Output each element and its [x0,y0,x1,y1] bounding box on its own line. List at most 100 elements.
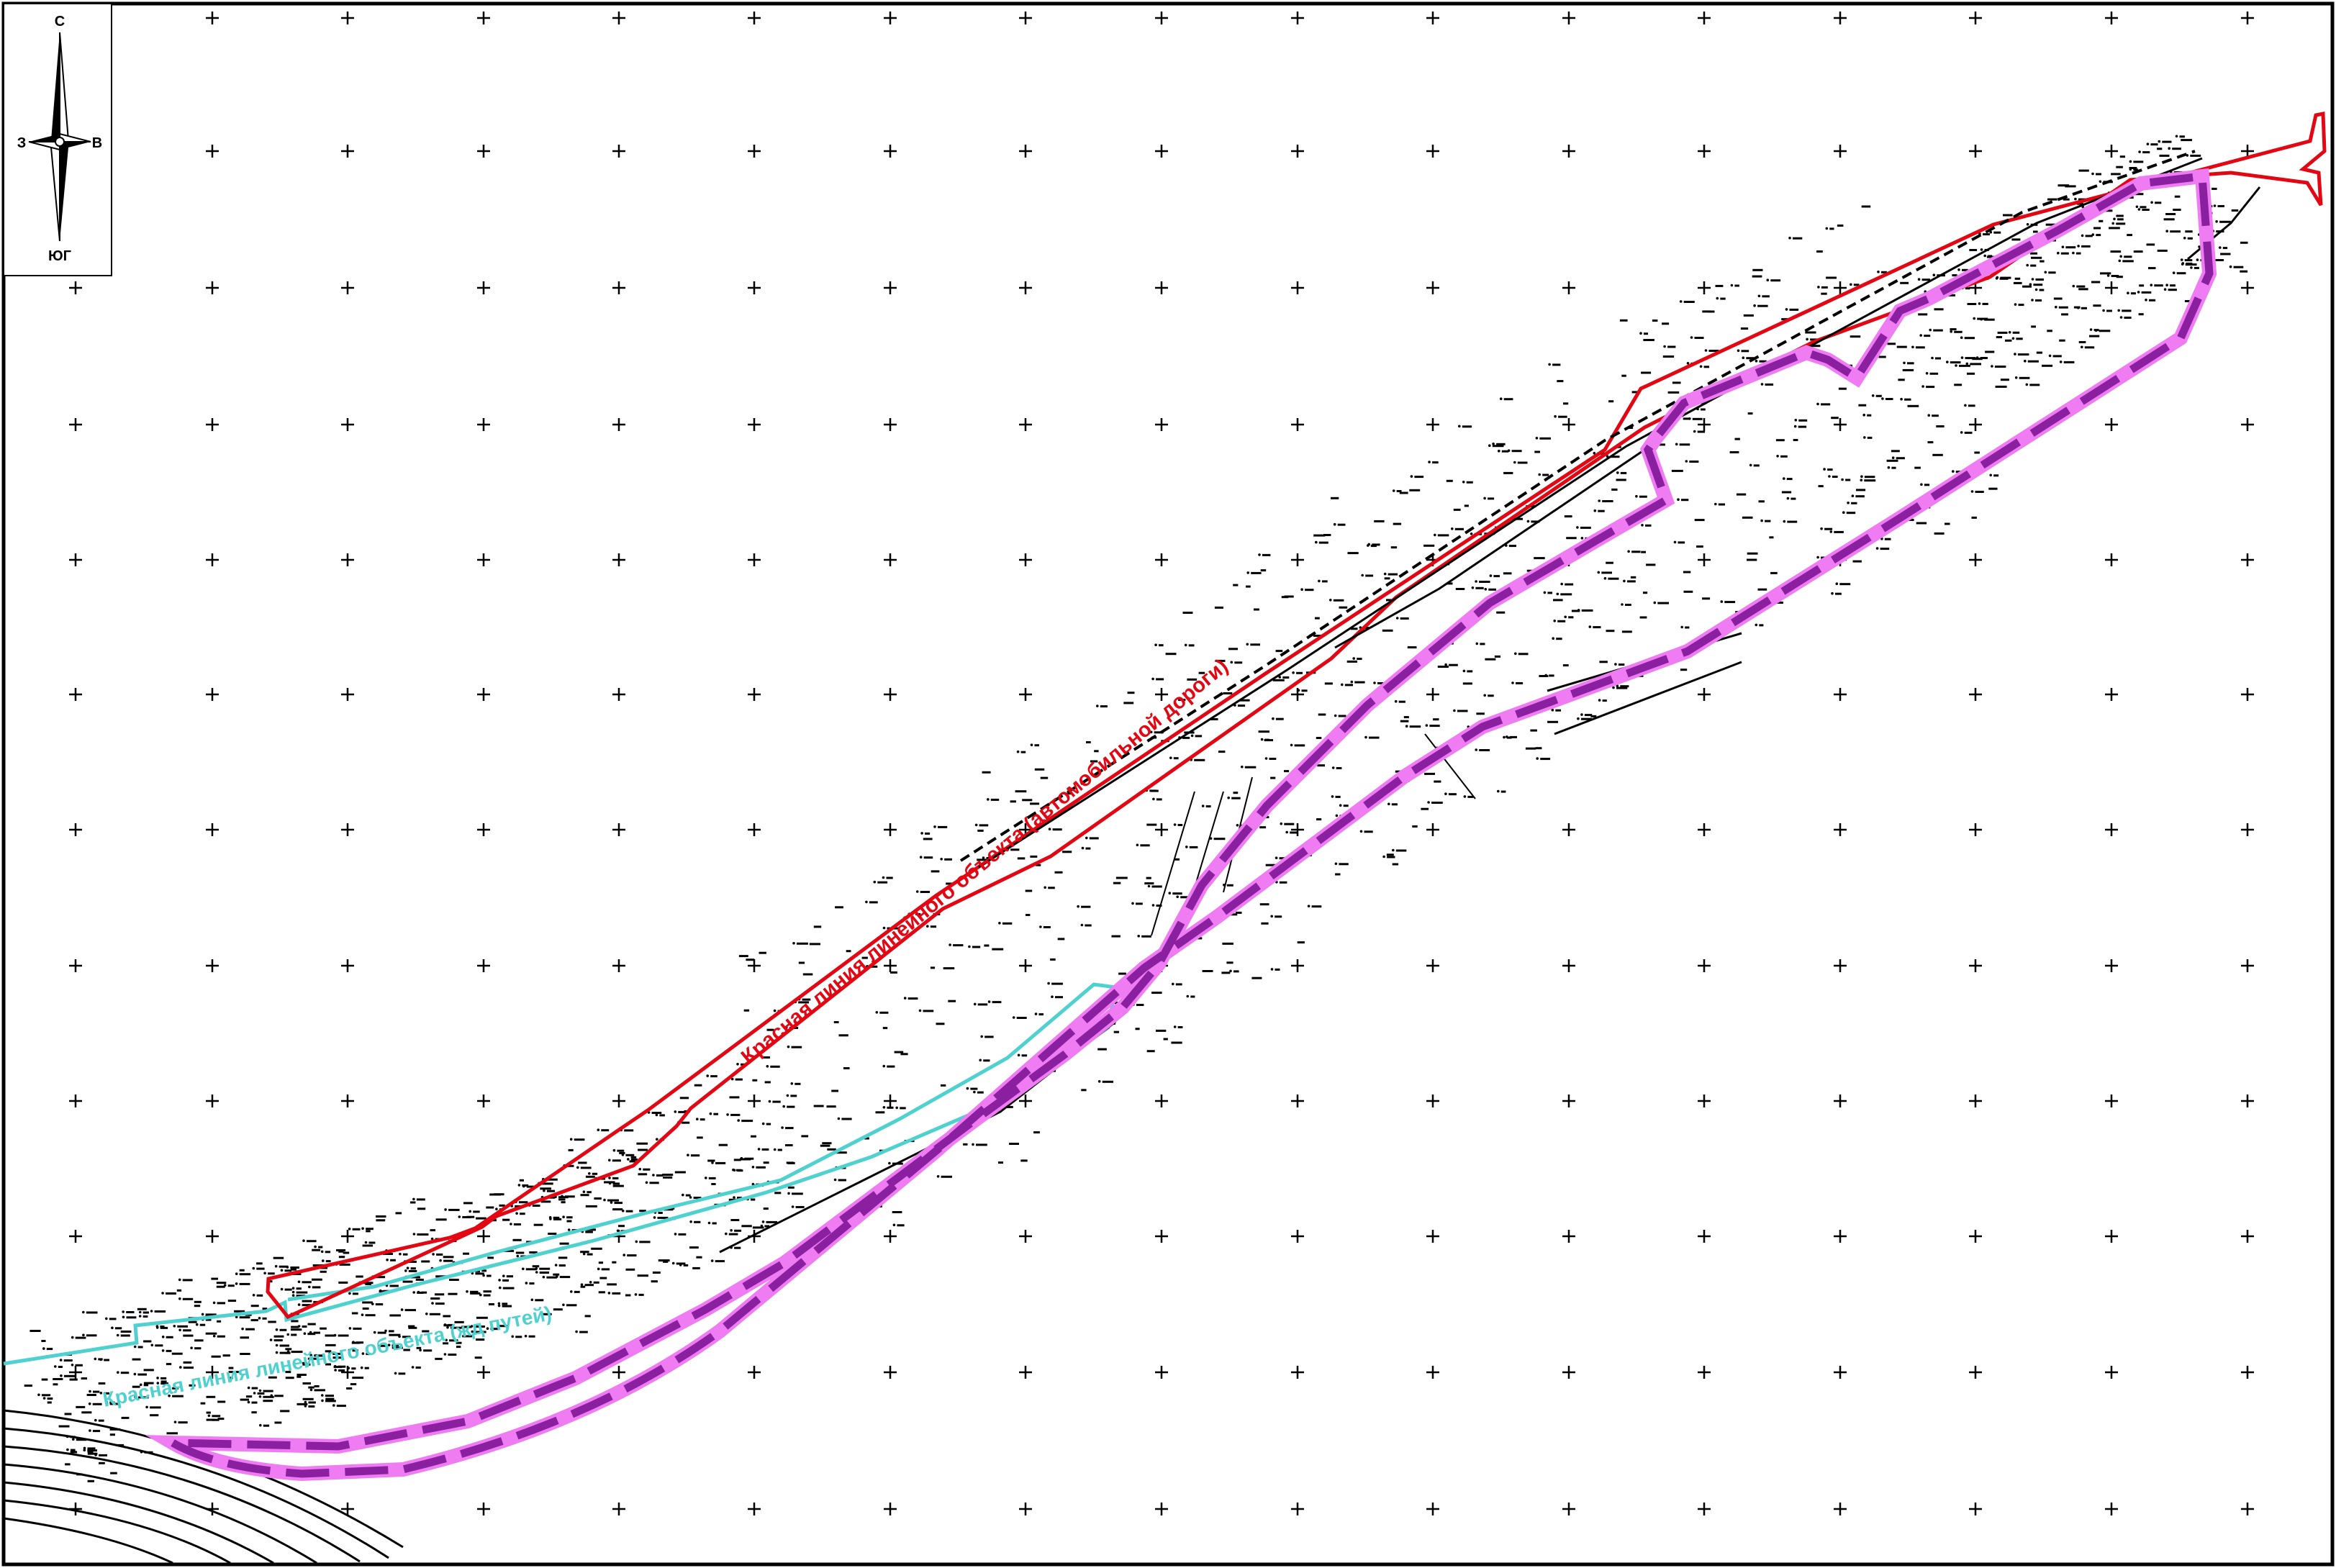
elevation-mark [286,1377,294,1379]
elevation-mark [1447,480,1453,482]
elevation-mark [366,1230,371,1232]
survey-point [1980,248,1983,251]
elevation-mark [251,1305,259,1307]
elevation-mark [1312,905,1322,907]
compass-south-label: ЮГ [48,248,71,264]
survey-point [122,1316,125,1319]
elevation-mark [376,1219,385,1221]
survey-point [2173,271,2176,274]
elevation-mark [1128,692,1135,694]
elevation-mark [2219,221,2231,223]
survey-point [919,1010,922,1012]
survey-point [1427,801,1430,804]
survey-point [174,1420,177,1423]
survey-point [1863,436,1866,439]
elevation-mark [1606,630,1615,632]
elevation-mark [1787,478,1793,480]
survey-point [2029,283,2032,286]
elevation-mark [2142,151,2150,153]
survey-point [1152,798,1155,801]
elevation-mark [713,1113,718,1115]
survey-point [1285,831,1288,834]
grid-cross-icon [2241,553,2254,566]
elevation-mark [978,1003,988,1005]
elevation-mark [787,1162,794,1164]
survey-point [1794,425,1797,428]
elevation-mark [1050,959,1056,961]
elevation-mark [1858,404,1866,407]
survey-point [555,1264,558,1266]
elevation-mark [1374,520,1384,522]
elevation-mark [47,1402,52,1404]
elevation-mark [1620,685,1629,687]
survey-point [111,1327,114,1330]
elevation-mark [792,1192,803,1195]
elevation-mark [1824,528,1832,530]
elevation-mark [710,1075,717,1077]
survey-point [1490,574,1493,577]
survey-point [1918,278,1921,281]
elevation-mark [2079,170,2089,172]
elevation-mark [363,1245,373,1247]
survey-point [202,1313,204,1316]
survey-point [2062,245,2065,248]
survey-point [1527,520,1530,523]
elevation-mark [2059,340,2065,342]
elevation-mark [715,1162,725,1164]
elevation-mark [487,1256,494,1259]
elevation-mark [1668,391,1680,394]
grid-cross-icon [1562,1366,1575,1379]
survey-point [1639,332,1642,335]
survey-point [83,1447,86,1450]
survey-point [1767,278,1770,281]
elevation-mark [1400,617,1409,620]
elevation-mark [1603,699,1607,702]
survey-point [1557,593,1559,596]
elevation-mark [1932,414,1939,417]
elevation-mark [280,1345,289,1347]
elevation-mark [1716,285,1724,287]
survey-point [253,1392,256,1395]
survey-point [726,1113,729,1116]
grid-cross-icon [1291,145,1304,158]
elevation-mark [707,1160,715,1162]
grid-cross-icon [2241,1503,2254,1515]
survey-point [1492,443,1495,445]
elevation-mark [2076,253,2081,255]
survey-point [1387,803,1390,806]
elevation-mark [166,1350,172,1352]
elevation-mark [890,971,897,974]
elevation-mark [1839,388,1847,390]
elevation-mark [484,1290,492,1292]
elevation-mark [1793,439,1798,441]
survey-point [1169,756,1172,759]
survey-point [1693,430,1696,433]
elevation-mark [127,1316,137,1318]
elevation-mark [502,1279,509,1282]
elevation-mark [566,1216,573,1218]
survey-point [2074,198,2077,201]
survey-point [1552,709,1554,712]
elevation-mark [411,1267,416,1269]
elevation-mark [607,1283,617,1285]
elevation-mark [274,1336,284,1338]
survey-point [1900,398,1903,401]
elevation-mark [1968,303,1977,305]
elevation-mark [246,1395,252,1397]
elevation-mark [1558,416,1567,418]
survey-point [583,1190,586,1193]
elevation-mark [2133,160,2143,163]
survey-point [2183,237,2186,240]
grid-cross-icon [612,553,625,566]
grid-cross-icon [1698,959,1711,972]
survey-point [1680,300,1683,303]
elevation-mark [2059,307,2068,309]
survey-point [235,1272,238,1275]
elevation-mark [494,1193,504,1195]
grid-cross-icon [884,1366,897,1379]
survey-point [89,1429,91,1432]
elevation-mark [1194,759,1205,761]
elevation-mark [194,1301,202,1303]
elevation-mark [1449,664,1458,666]
elevation-mark [417,1207,425,1210]
